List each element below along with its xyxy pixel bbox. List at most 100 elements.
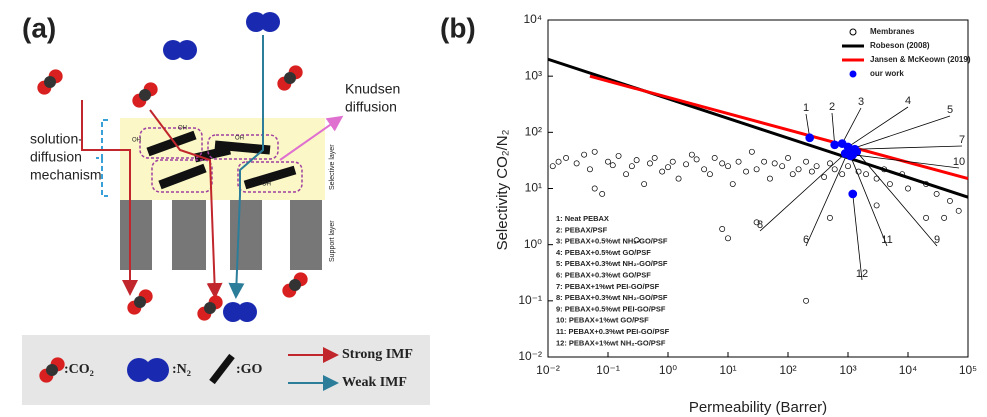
point-label: 11 [881, 234, 892, 246]
data-point [863, 171, 870, 178]
note: 11: PEBAX+0.3%wt PEI-GO/PSF [556, 327, 670, 336]
data-point [706, 171, 713, 178]
data-point [789, 171, 796, 178]
legend-text: :N₂ [172, 362, 191, 377]
data-point [933, 190, 940, 197]
molecules [37, 12, 308, 322]
data-point [753, 219, 760, 226]
data-point [923, 214, 930, 221]
data-point [735, 158, 742, 165]
data-point [748, 148, 755, 155]
data-point [683, 161, 690, 168]
data-point [646, 160, 653, 167]
y-tick-label: 10³ [525, 68, 542, 82]
data-point [623, 171, 630, 178]
legend-text: :CO₂ [64, 362, 94, 377]
data-point [955, 207, 962, 214]
data-point [581, 151, 588, 158]
legend-box [838, 22, 966, 82]
legend-text: Weak IMF [342, 375, 407, 390]
data-point [753, 166, 760, 173]
data-point [848, 189, 858, 199]
leader-line [854, 145, 963, 150]
point-label: 3 [858, 96, 864, 108]
data-point [669, 158, 676, 165]
support-pillar [120, 200, 152, 270]
data-point [808, 168, 815, 175]
note: 9: PEBAX+0.5%wt PEI-GO/PSF [556, 304, 666, 313]
data-point [855, 168, 862, 175]
y-tick-label: 10⁴ [523, 12, 542, 26]
data-point [803, 158, 810, 165]
oh-label: OH [235, 136, 244, 142]
panel-a: (a) Selective layer Support layer soluti… [22, 12, 430, 405]
knudsen-label: diffusion [345, 99, 397, 115]
data-point [633, 237, 640, 244]
legend-text: Strong IMF [342, 347, 413, 362]
leader-line [759, 153, 846, 232]
leader-line [852, 154, 960, 169]
data-point [549, 163, 556, 170]
oh-label: OH [178, 126, 187, 132]
data-point [615, 152, 622, 159]
x-tick-label: 10¹ [719, 363, 736, 377]
data-point [761, 158, 768, 165]
panel-b: (b) Permeability (Barrer) Selectivity CO… [440, 12, 977, 416]
note: 8: PEBAX+0.3%wt NH₂-GO/PSF [556, 293, 668, 302]
data-point [826, 160, 833, 167]
data-point [711, 154, 718, 161]
y-tick-label: 10² [525, 125, 542, 139]
data-point [839, 171, 846, 178]
x-tick-label: 10² [779, 363, 796, 377]
data-point [719, 226, 726, 232]
selective-layer-label: Selective layer [329, 144, 336, 190]
data-point [846, 151, 855, 161]
oh-label: OH [262, 182, 271, 188]
data-point [628, 163, 635, 170]
paths [81, 35, 344, 299]
data-point [665, 164, 671, 171]
x-tick-label: 10⁻² [536, 363, 560, 377]
legend-label: Jansen & McKeown (2019) [870, 55, 971, 64]
data-point [659, 168, 666, 175]
legend-n2 [127, 358, 169, 382]
data-point [605, 158, 611, 165]
leader-line [831, 112, 836, 145]
data-point [946, 198, 953, 204]
point-label: 12 [856, 268, 868, 280]
data-point [830, 140, 840, 150]
knudsen-label: Knudsen [345, 81, 400, 97]
support-pillar [172, 200, 206, 270]
leader-line [856, 151, 938, 247]
oh-label: OH [132, 138, 141, 144]
mechanism-label: diffusion [30, 149, 82, 165]
legend-co2 [39, 357, 65, 383]
legend-label: our work [870, 69, 904, 78]
data-point [803, 297, 810, 304]
legend-swatch [849, 70, 857, 78]
trend-line [589, 74, 969, 181]
data-point [701, 166, 708, 173]
data-point [563, 154, 570, 161]
x-tick-label: 10⁵ [959, 363, 977, 377]
data-point [609, 162, 616, 169]
x-tick-label: 10⁰ [659, 363, 677, 377]
leader-line [841, 107, 862, 144]
note: 12: PEBAX+1%wt NH₂-GO/PSF [556, 338, 666, 347]
note: 7: PEBAX+1%wt PEI-GO/PSF [556, 282, 660, 291]
data-point [591, 148, 598, 155]
leader-line [847, 106, 909, 148]
mechanism-label: solution- [30, 131, 83, 147]
point-label: 6 [803, 234, 809, 246]
data-point [688, 151, 695, 158]
leader-line [805, 151, 849, 247]
x-tick-label: 10⁻¹ [596, 363, 620, 377]
point-label: 4 [905, 95, 911, 107]
data-point [651, 154, 658, 161]
data-point [821, 174, 828, 180]
data-point [873, 202, 880, 209]
brace [96, 119, 108, 197]
point-label: 8 [757, 219, 763, 231]
data-point [771, 160, 778, 167]
